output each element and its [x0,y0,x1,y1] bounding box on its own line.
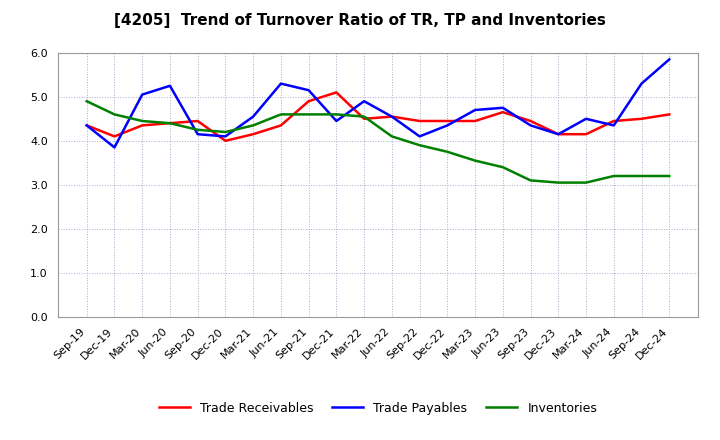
Trade Payables [249,114,258,119]
Inventories [276,112,285,117]
Trade Payables [443,123,451,128]
Inventories [332,112,341,117]
Inventories [665,173,674,179]
Trade Payables [332,118,341,124]
Trade Receivables [582,132,590,137]
Inventories [221,129,230,135]
Trade Payables [471,107,480,113]
Trade Receivables [554,132,562,137]
Trade Receivables [387,114,396,119]
Trade Receivables [332,90,341,95]
Trade Payables [221,134,230,139]
Trade Payables [637,81,646,86]
Trade Receivables [276,123,285,128]
Trade Payables [609,123,618,128]
Line: Trade Payables: Trade Payables [86,59,670,147]
Trade Payables [276,81,285,86]
Inventories [443,149,451,154]
Trade Payables [582,116,590,121]
Trade Receivables [138,123,147,128]
Trade Payables [305,88,313,93]
Inventories [554,180,562,185]
Inventories [360,114,369,119]
Trade Receivables [305,99,313,104]
Inventories [166,121,174,126]
Trade Receivables [443,118,451,124]
Inventories [471,158,480,163]
Inventories [249,123,258,128]
Trade Receivables [194,118,202,124]
Trade Receivables [249,132,258,137]
Trade Receivables [526,118,535,124]
Trade Payables [166,83,174,88]
Inventories [582,180,590,185]
Trade Payables [110,145,119,150]
Inventories [415,143,424,148]
Trade Receivables [665,112,674,117]
Inventories [194,127,202,132]
Line: Inventories: Inventories [86,101,670,183]
Inventories [305,112,313,117]
Trade Receivables [609,118,618,124]
Trade Receivables [637,116,646,121]
Inventories [526,178,535,183]
Trade Payables [526,123,535,128]
Trade Payables [498,105,507,110]
Inventories [110,112,119,117]
Trade Payables [665,57,674,62]
Text: [4205]  Trend of Turnover Ratio of TR, TP and Inventories: [4205] Trend of Turnover Ratio of TR, TP… [114,13,606,28]
Trade Receivables [82,123,91,128]
Trade Payables [138,92,147,97]
Inventories [138,118,147,124]
Trade Receivables [498,110,507,115]
Trade Payables [360,99,369,104]
Trade Receivables [110,134,119,139]
Trade Receivables [221,138,230,143]
Trade Payables [194,132,202,137]
Trade Receivables [471,118,480,124]
Inventories [609,173,618,179]
Inventories [498,165,507,170]
Trade Payables [387,114,396,119]
Trade Receivables [415,118,424,124]
Inventories [82,99,91,104]
Inventories [387,134,396,139]
Trade Payables [415,134,424,139]
Trade Payables [82,123,91,128]
Inventories [637,173,646,179]
Line: Trade Receivables: Trade Receivables [86,92,670,141]
Trade Receivables [360,116,369,121]
Trade Receivables [166,121,174,126]
Legend: Trade Receivables, Trade Payables, Inventories: Trade Receivables, Trade Payables, Inven… [153,397,603,420]
Trade Payables [554,132,562,137]
